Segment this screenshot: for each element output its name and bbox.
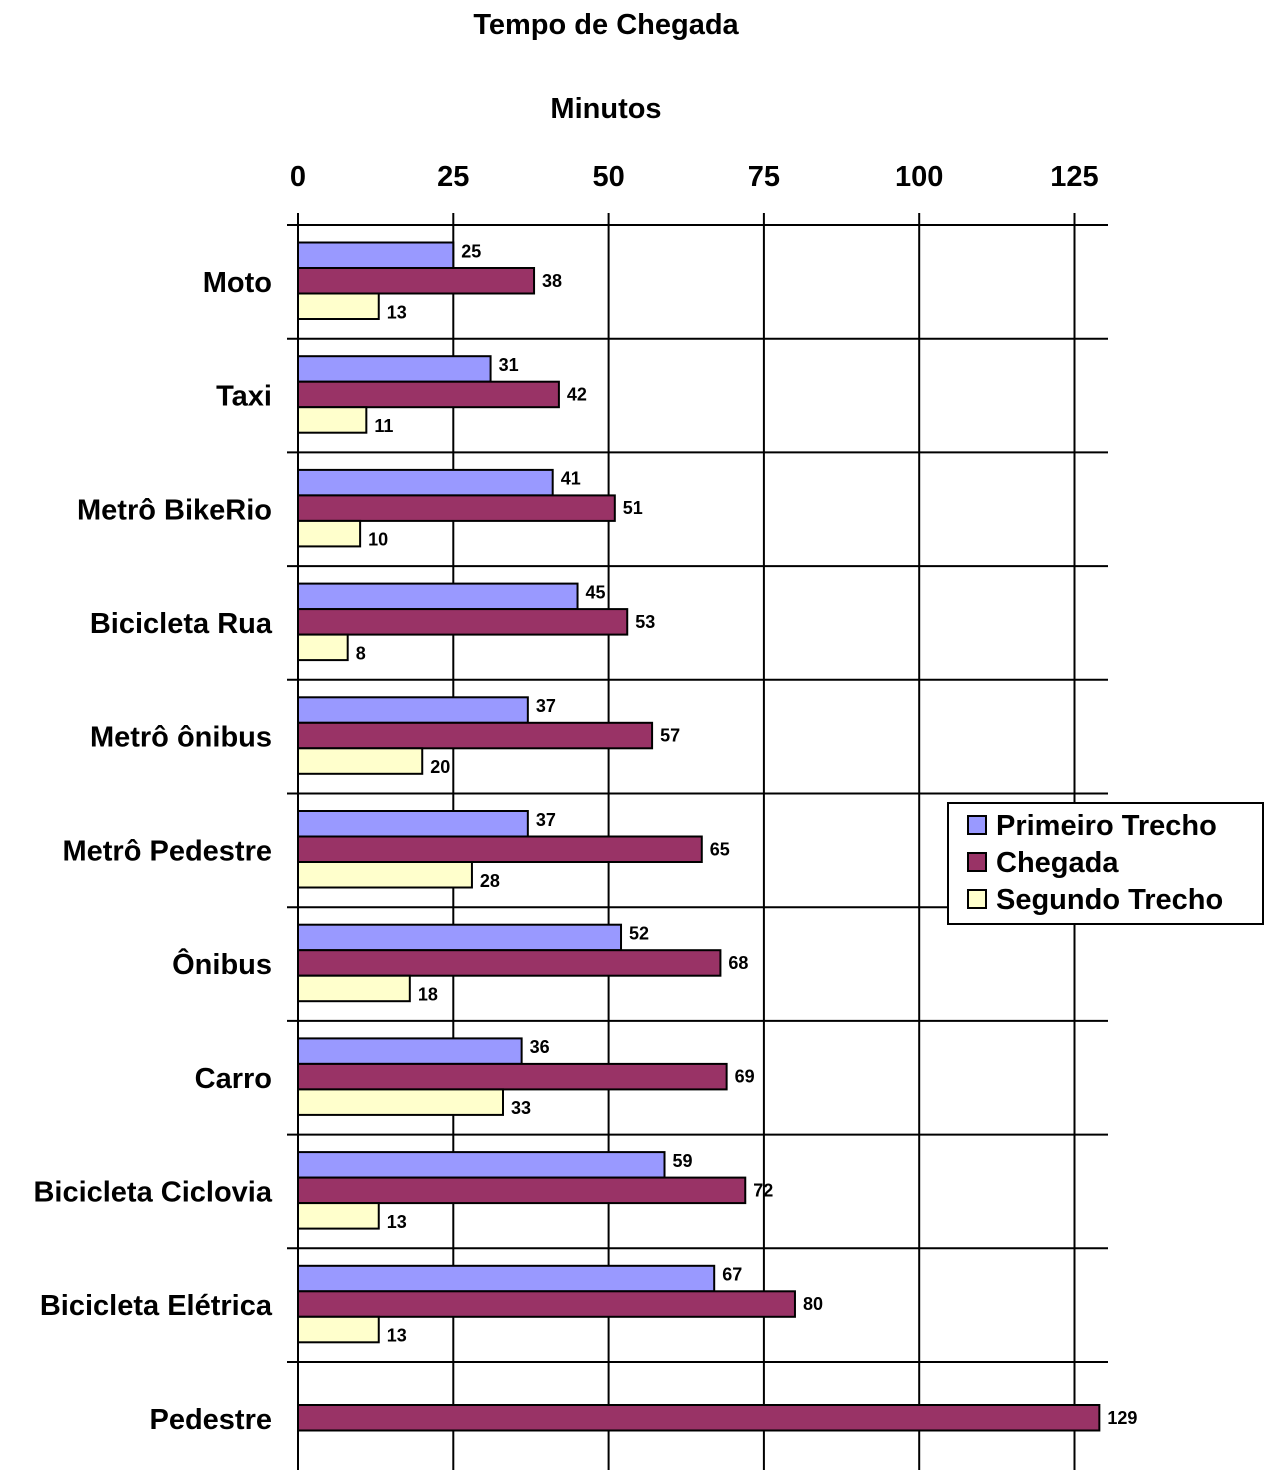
data-label: 68 bbox=[728, 953, 748, 973]
bar bbox=[297, 861, 473, 889]
data-label: 45 bbox=[586, 582, 606, 602]
bar bbox=[297, 747, 424, 775]
bar bbox=[297, 835, 703, 863]
category-label: Metrô BikeRio bbox=[77, 494, 272, 526]
data-label: 33 bbox=[511, 1098, 531, 1118]
bar bbox=[297, 974, 411, 1003]
bar bbox=[297, 355, 492, 383]
x-tick-label: 0 bbox=[290, 161, 306, 193]
data-label: 80 bbox=[803, 1294, 823, 1314]
bar bbox=[297, 1037, 523, 1065]
bar bbox=[297, 494, 616, 522]
legend: Primeiro Trecho Chegada Segundo Trecho bbox=[947, 802, 1264, 925]
data-label: 13 bbox=[387, 1326, 407, 1346]
x-tick-label: 125 bbox=[1050, 161, 1098, 193]
bar bbox=[297, 1176, 747, 1205]
category-label: Carro bbox=[195, 1063, 272, 1095]
category-label: Ônibus bbox=[172, 947, 272, 981]
bar bbox=[297, 1062, 728, 1091]
data-label: 53 bbox=[635, 612, 655, 632]
bars: 25 38 13 31 42 11 41 51 10 45 53 8 37 57 20 37 65 28 52 68 1… bbox=[297, 241, 1137, 1432]
bar bbox=[297, 923, 623, 952]
category-labels: Moto Taxi Metrô BikeRio Bicicleta Rua Metrô … bbox=[33, 267, 272, 1436]
x-tick-label: 25 bbox=[437, 161, 469, 193]
x-tick-label: 100 bbox=[895, 161, 943, 193]
bar bbox=[297, 582, 579, 611]
category-label: Metrô Pedestre bbox=[62, 835, 272, 867]
bar bbox=[297, 1290, 796, 1318]
data-label: 59 bbox=[673, 1151, 693, 1171]
bar bbox=[297, 608, 629, 636]
legend-swatch bbox=[967, 852, 987, 872]
x-tick-label: 50 bbox=[592, 161, 624, 193]
data-label: 51 bbox=[623, 498, 643, 518]
bar bbox=[297, 267, 536, 295]
x-tick-label: 75 bbox=[748, 161, 780, 193]
data-label: 36 bbox=[530, 1037, 550, 1057]
bar bbox=[297, 519, 362, 548]
category-label: Moto bbox=[203, 267, 272, 299]
bar bbox=[297, 1202, 380, 1230]
data-label: 13 bbox=[387, 1212, 407, 1232]
chart-title: Tempo de Chegada bbox=[473, 9, 739, 41]
data-label: 18 bbox=[418, 984, 438, 1004]
legend-swatch bbox=[967, 815, 987, 835]
data-label: 41 bbox=[561, 469, 581, 489]
bar bbox=[297, 292, 380, 320]
legend-box bbox=[947, 802, 1264, 925]
category-label: Taxi bbox=[216, 381, 272, 413]
bar bbox=[297, 1088, 504, 1116]
data-label: 72 bbox=[753, 1180, 773, 1200]
bar bbox=[297, 406, 368, 434]
data-label: 38 bbox=[542, 271, 562, 291]
bar bbox=[297, 241, 455, 269]
data-label: 65 bbox=[710, 839, 730, 859]
data-label: 67 bbox=[722, 1265, 742, 1285]
data-label: 42 bbox=[567, 384, 587, 404]
data-label: 37 bbox=[536, 696, 556, 716]
bar bbox=[297, 468, 554, 497]
bar bbox=[297, 810, 529, 838]
category-label: Pedestre bbox=[149, 1404, 272, 1436]
bar bbox=[297, 1151, 666, 1179]
category-label: Bicicleta Elétrica bbox=[40, 1290, 273, 1322]
data-label: 52 bbox=[629, 923, 649, 943]
bar bbox=[297, 1264, 716, 1293]
category-label: Metrô ônibus bbox=[90, 722, 272, 754]
bar bbox=[297, 1315, 380, 1344]
bar bbox=[297, 633, 349, 662]
data-label: 31 bbox=[499, 355, 519, 375]
data-label: 13 bbox=[387, 302, 407, 322]
bar bbox=[297, 696, 529, 724]
bar bbox=[297, 721, 654, 750]
data-label: 20 bbox=[430, 757, 450, 777]
legend-label: Segundo Trecho bbox=[996, 884, 1223, 916]
data-label: 25 bbox=[461, 241, 481, 261]
x-axis-ticks: 0 25 50 75 100 125 bbox=[290, 161, 1099, 193]
legend-label: Chegada bbox=[996, 847, 1119, 879]
data-label: 69 bbox=[735, 1067, 755, 1087]
data-label: 57 bbox=[660, 726, 680, 746]
category-label: Bicicleta Ciclovia bbox=[33, 1176, 272, 1208]
legend-label: Primeiro Trecho bbox=[996, 810, 1217, 842]
x-axis-title: Minutos bbox=[550, 93, 661, 125]
category-label: Bicicleta Rua bbox=[90, 608, 273, 640]
data-label: 10 bbox=[368, 530, 388, 550]
data-label: 8 bbox=[356, 643, 366, 663]
bar bbox=[297, 1404, 1101, 1432]
data-label: 11 bbox=[374, 416, 393, 436]
data-label: 37 bbox=[536, 810, 556, 830]
legend-swatch bbox=[967, 889, 987, 909]
data-label: 28 bbox=[480, 871, 500, 891]
bar bbox=[297, 949, 722, 977]
bar bbox=[297, 380, 560, 409]
data-label: 129 bbox=[1107, 1408, 1137, 1428]
